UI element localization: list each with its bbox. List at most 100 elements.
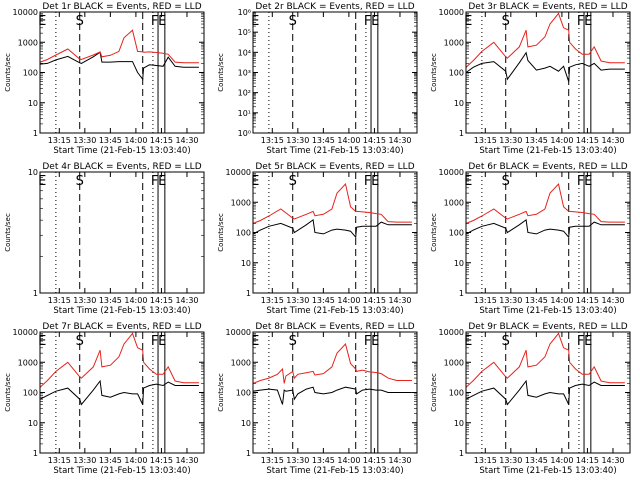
marker-label-e: E xyxy=(464,174,472,189)
x-tick-label: 14:00 xyxy=(124,296,147,305)
y-tick-label: 1 xyxy=(459,289,464,298)
y-tick-label: 10 xyxy=(28,99,38,108)
marker-label-e: E xyxy=(38,174,46,189)
y-tick-label: 10 xyxy=(454,99,464,108)
y-tick-label: 100 xyxy=(449,389,464,398)
marker-label-s: S xyxy=(289,334,297,349)
panel-title: Det 1r BLACK = Events, RED = LLD xyxy=(42,2,201,12)
x-tick-label: 14:15 xyxy=(576,136,599,145)
y-tick-label: 1000 xyxy=(231,198,251,207)
x-tick-label: 13:30 xyxy=(286,136,309,145)
marker-label-s: S xyxy=(76,14,84,29)
y-tick-label: 1000 xyxy=(18,38,38,47)
y-axis-label: Counts/sec xyxy=(217,53,225,92)
y-tick-label: 1000 xyxy=(444,38,464,47)
series-events-line xyxy=(253,386,412,405)
y-tick-label: 1000 xyxy=(231,358,251,367)
y-axis-label: Counts/sec xyxy=(430,373,438,412)
x-tick-label: 13:15 xyxy=(474,136,497,145)
x-tick-label: 14:15 xyxy=(576,456,599,465)
y-tick-label: 1 xyxy=(459,129,464,138)
x-tick-label: 14:00 xyxy=(550,456,573,465)
series-lld-line xyxy=(465,332,625,388)
x-axis-label: Start Time (21-Feb-15 13:03:40) xyxy=(53,466,190,476)
x-tick-label: 13:45 xyxy=(312,456,335,465)
marker-label-e2: E xyxy=(371,334,379,349)
plot-frame xyxy=(39,171,205,294)
marker-label-s: S xyxy=(502,174,510,189)
marker-label-f: F xyxy=(364,174,371,189)
y-tick-label: 10000 xyxy=(13,8,38,17)
y-tick-label: 10 xyxy=(454,419,464,428)
panel-title: Det 9r BLACK = Events, RED = LLD xyxy=(468,322,627,332)
x-tick-label: 13:45 xyxy=(312,296,335,305)
series-events-line xyxy=(40,51,199,81)
x-tick-label: 14:30 xyxy=(388,136,411,145)
y-tick-label: 10000 xyxy=(226,168,251,177)
marker-label-f: F xyxy=(577,334,584,349)
y-axis-label: Counts/sec xyxy=(4,213,12,252)
y-axis-label: Counts/sec xyxy=(4,373,12,412)
x-tick-label: 14:30 xyxy=(601,456,624,465)
x-tick-label: 13:15 xyxy=(261,296,284,305)
marker-label-e: E xyxy=(38,334,46,349)
y-tick-label: 1 xyxy=(33,129,38,138)
panel-title: Det 4r BLACK = Events, RED = LLD xyxy=(42,162,201,172)
y-axis-label: Counts/sec xyxy=(4,53,12,92)
x-tick-label: 14:00 xyxy=(337,296,360,305)
series-lld-line xyxy=(252,342,412,384)
panel-title: Det 8r BLACK = Events, RED = LLD xyxy=(255,322,414,332)
panel-title: Det 2r BLACK = Events, RED = LLD xyxy=(255,2,414,12)
x-tick-label: 13:15 xyxy=(474,296,497,305)
marker-label-e2: E xyxy=(584,174,592,189)
y-tick-label: 10000 xyxy=(439,328,464,337)
marker-label-f: F xyxy=(151,14,158,29)
marker-label-f: F xyxy=(151,174,158,189)
x-axis-label: Start Time (21-Feb-15 13:03:40) xyxy=(479,306,616,316)
marker-label-s: S xyxy=(502,14,510,29)
x-axis-label: Start Time (21-Feb-15 13:03:40) xyxy=(53,306,190,316)
x-tick-label: 14:15 xyxy=(363,456,386,465)
x-tick-label: 14:15 xyxy=(363,296,386,305)
series-lld-line xyxy=(39,332,199,388)
y-axis-label: Counts/sec xyxy=(217,373,225,412)
x-tick-label: 13:45 xyxy=(525,456,548,465)
x-tick-label: 13:30 xyxy=(286,296,309,305)
marker-label-e2: E xyxy=(371,14,379,29)
x-tick-label: 13:30 xyxy=(73,456,96,465)
plot-frame xyxy=(252,171,418,294)
x-axis-label: Start Time (21-Feb-15 13:03:40) xyxy=(479,466,616,476)
x-tick-label: 14:15 xyxy=(150,296,173,305)
x-tick-label: 13:45 xyxy=(99,296,122,305)
plot-frame xyxy=(252,11,418,134)
marker-label-f: F xyxy=(364,334,371,349)
y-tick-label: 1000 xyxy=(444,198,464,207)
x-tick-label: 14:30 xyxy=(175,296,198,305)
x-tick-label: 14:00 xyxy=(337,456,360,465)
y-tick-label: 10 xyxy=(241,259,251,268)
x-tick-label: 14:00 xyxy=(550,296,573,305)
plot-frame xyxy=(465,171,631,294)
x-tick-label: 14:15 xyxy=(363,136,386,145)
x-tick-label: 13:30 xyxy=(499,136,522,145)
x-tick-label: 14:00 xyxy=(337,136,360,145)
x-axis-label: Start Time (21-Feb-15 13:03:40) xyxy=(266,306,403,316)
x-tick-label: 13:15 xyxy=(261,136,284,145)
y-tick-label: 10 xyxy=(454,259,464,268)
series-events-line xyxy=(39,379,199,406)
y-axis-label: Counts/sec xyxy=(430,53,438,92)
marker-label-f: F xyxy=(151,334,158,349)
marker-label-e: E xyxy=(38,14,46,29)
x-tick-label: 13:15 xyxy=(48,456,71,465)
panel-title: Det 5r BLACK = Events, RED = LLD xyxy=(255,162,414,172)
y-tick-label: 10³ xyxy=(238,69,251,78)
x-tick-label: 14:00 xyxy=(550,136,573,145)
marker-label-e2: E xyxy=(371,174,379,189)
y-tick-label: 100 xyxy=(236,389,251,398)
series-events-line xyxy=(465,219,625,239)
